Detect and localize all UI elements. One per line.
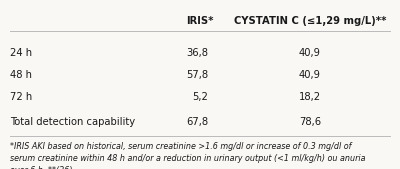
Text: IRIS*: IRIS*: [186, 16, 214, 26]
Text: CYSTATIN C (≤1,29 mg/L)**: CYSTATIN C (≤1,29 mg/L)**: [234, 16, 386, 26]
Text: Total detection capability: Total detection capability: [10, 117, 135, 127]
Text: 40,9: 40,9: [299, 48, 321, 58]
Text: 57,8: 57,8: [186, 70, 208, 80]
Text: 72 h: 72 h: [10, 92, 32, 102]
Text: 67,8: 67,8: [186, 117, 208, 127]
Text: over 6 h, **(26).: over 6 h, **(26).: [10, 166, 75, 169]
Text: 48 h: 48 h: [10, 70, 32, 80]
Text: 78,6: 78,6: [299, 117, 321, 127]
Text: 5,2: 5,2: [192, 92, 208, 102]
Text: serum creatinine within 48 h and/or a reduction in urinary output (<1 ml/kg/h) o: serum creatinine within 48 h and/or a re…: [10, 154, 366, 163]
Text: 36,8: 36,8: [186, 48, 208, 58]
Text: 40,9: 40,9: [299, 70, 321, 80]
Text: 18,2: 18,2: [299, 92, 321, 102]
Text: *IRIS AKI based on historical, serum creatinine >1.6 mg/dl or increase of 0.3 mg: *IRIS AKI based on historical, serum cre…: [10, 142, 352, 151]
Text: 24 h: 24 h: [10, 48, 32, 58]
